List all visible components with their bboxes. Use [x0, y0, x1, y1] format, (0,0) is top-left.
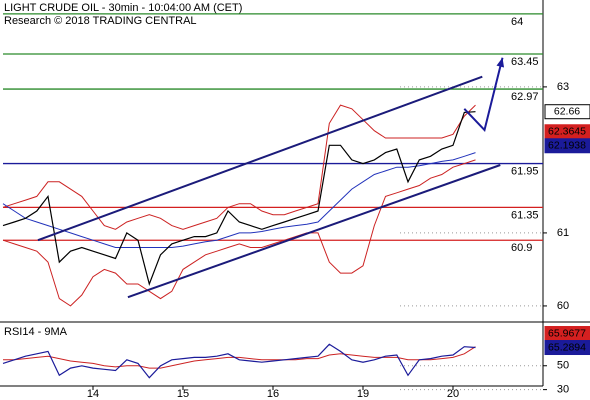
- chart-title: LIGHT CRUDE OIL - 30min - 10:04:00 AM (C…: [4, 2, 242, 14]
- value-box: [544, 340, 590, 356]
- x-tick-label: 19: [357, 388, 369, 400]
- value-box-label: 62.3645: [548, 126, 586, 138]
- level-label: 64: [511, 16, 523, 28]
- x-tick-label: 16: [267, 388, 279, 400]
- series-line: [2, 104, 476, 230]
- arrow-head: [496, 57, 505, 68]
- y-tick-label: 60: [557, 300, 569, 312]
- x-tick-label: 15: [177, 388, 189, 400]
- series-line: [2, 111, 476, 286]
- chart-subtitle: Research © 2018 TRADING CENTRAL: [4, 15, 197, 27]
- forecast-arrow: [463, 57, 504, 133]
- series-line: [2, 159, 476, 307]
- series-line: [3, 346, 476, 369]
- series-line: [2, 152, 476, 248]
- value-box-label: 65.2894: [548, 341, 586, 353]
- level-label: 60.9: [511, 242, 532, 254]
- y-tick-label: 50: [557, 360, 569, 372]
- level-label: 61.95: [511, 165, 539, 177]
- level-label: 61.35: [511, 209, 539, 221]
- panel-title: RSI14 - 9MA: [4, 326, 68, 338]
- level-label: 62.97: [511, 91, 539, 103]
- value-box: [544, 104, 590, 120]
- x-tick-label: 14: [87, 388, 99, 400]
- value-box: [544, 138, 590, 154]
- channel-line: [127, 164, 501, 299]
- value-box-label: 62.66: [554, 105, 580, 117]
- x-tick-label: 20: [447, 388, 459, 400]
- y-tick-label: 63: [557, 81, 569, 93]
- level-label: 63.45: [511, 56, 539, 68]
- channel-line: [37, 75, 483, 242]
- y-tick-label: 30: [557, 384, 569, 396]
- series-line: [2, 343, 476, 379]
- value-box-label: 65.9677: [548, 327, 586, 339]
- y-tick-label: 61: [557, 227, 569, 239]
- value-box-label: 62.1938: [548, 140, 586, 152]
